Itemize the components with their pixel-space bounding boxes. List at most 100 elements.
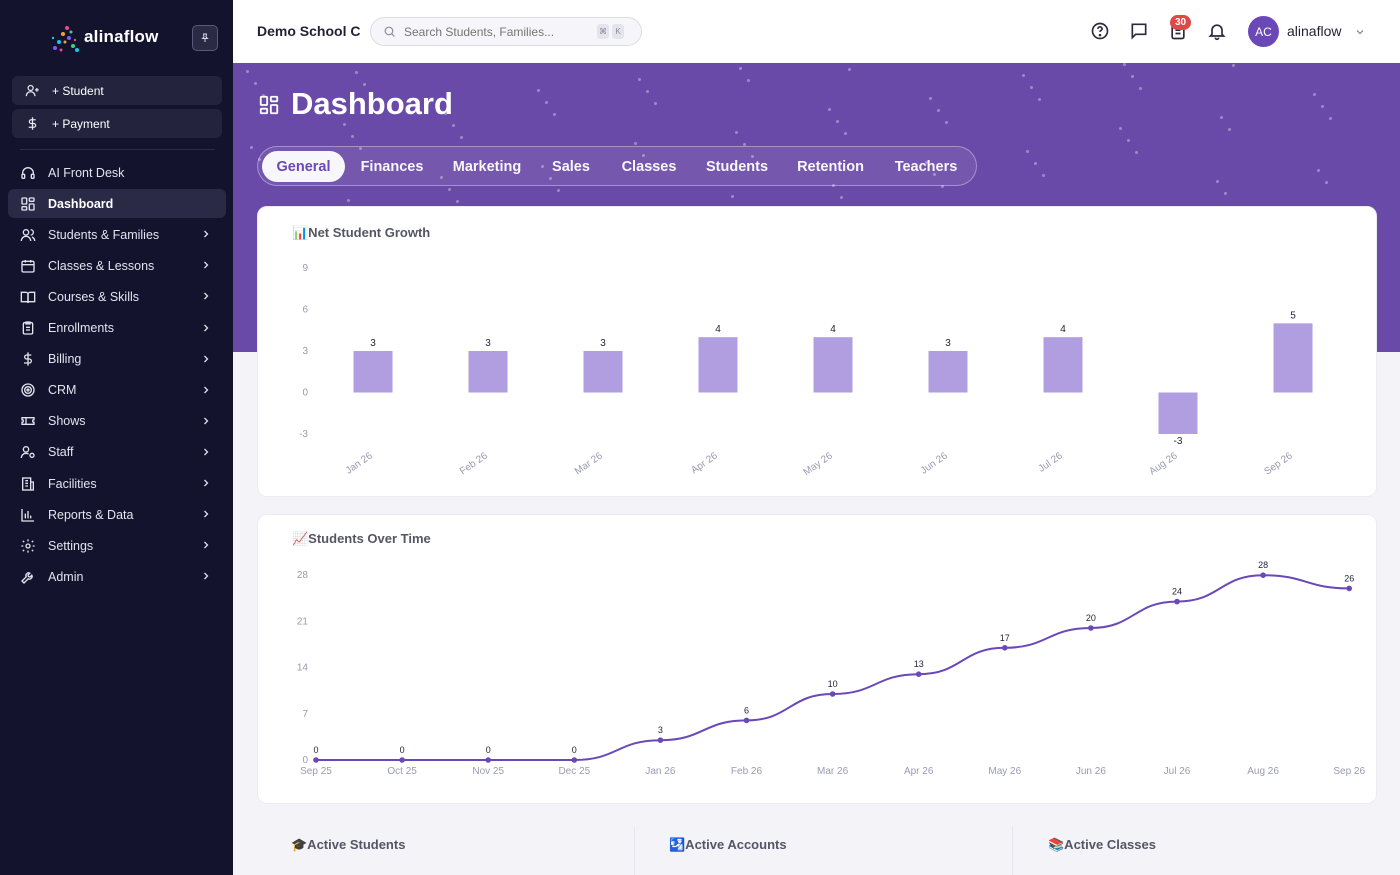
- chevron-right-icon: [200, 228, 212, 243]
- page-title: Dashboard: [291, 86, 453, 121]
- y-tick-label: 28: [297, 570, 309, 581]
- sidebar-item-enrollments[interactable]: Enrollments: [8, 314, 226, 343]
- sidebar-item-reports-data[interactable]: Reports & Data: [8, 500, 226, 529]
- sparkle-dot: [537, 89, 540, 92]
- sidebar-item-label: CRM: [48, 383, 77, 398]
- sparkle-dot: [1313, 93, 1316, 96]
- messages-button[interactable]: [1128, 20, 1150, 42]
- tab-marketing[interactable]: Marketing: [452, 158, 522, 175]
- school-name[interactable]: Demo School C: [257, 23, 361, 39]
- sidebar-item-staff[interactable]: Staff: [8, 438, 226, 467]
- help-button[interactable]: [1089, 20, 1111, 42]
- search-input[interactable]: [404, 24, 594, 39]
- logo-text: alinaflow: [84, 27, 159, 46]
- bar-chart-icon: [8, 507, 48, 523]
- sidebar-item-courses-skills[interactable]: Courses & Skills: [8, 282, 226, 311]
- data-point: [313, 757, 319, 763]
- sparkle-dot: [642, 154, 645, 157]
- sparkle-dot: [359, 147, 362, 150]
- sidebar-item-students-families[interactable]: Students & Families: [8, 220, 226, 249]
- chevron-right-icon: [200, 322, 212, 337]
- data-point: [1260, 572, 1266, 578]
- active-classes-label: 📚Active Classes: [1048, 837, 1156, 852]
- sidebar-item-label: Staff: [48, 445, 74, 460]
- chevron-right-icon: [200, 353, 212, 368]
- x-tick-label: Aug 26: [1147, 450, 1180, 477]
- point-value-label: 0: [313, 745, 318, 755]
- tab-teachers[interactable]: Teachers: [894, 158, 958, 175]
- chevron-right-icon: [200, 415, 212, 430]
- tab-finances[interactable]: Finances: [360, 158, 424, 175]
- sparkle-dot: [1119, 127, 1122, 130]
- sidebar-item-classes-lessons[interactable]: Classes & Lessons: [8, 251, 226, 280]
- sidebar-item-label: Reports & Data: [48, 507, 134, 522]
- add-payment-button[interactable]: + Payment: [12, 109, 222, 138]
- net-student-growth-chart: 9 6 3 0 -3 3 Jan 26 3 Feb 26 3 Mar 26 4 Apr 26 4 May 2…: [299, 263, 1313, 478]
- sparkle-dot: [1123, 63, 1126, 66]
- sparkle-dot: [549, 177, 552, 180]
- sparkle-dot: [1224, 192, 1227, 195]
- kpi-divider: [634, 827, 635, 875]
- tab-sales[interactable]: Sales: [552, 158, 590, 175]
- sparkle-dot: [262, 94, 265, 97]
- x-tick-label: Jun 26: [1076, 766, 1106, 777]
- point-value-label: 0: [572, 745, 577, 755]
- building-icon: [8, 476, 48, 492]
- sparkle-dot: [351, 135, 354, 138]
- sidebar-item-ai-front-desk[interactable]: AI Front Desk: [8, 158, 226, 187]
- sparkle-dot: [250, 146, 253, 149]
- headset-icon: [8, 165, 48, 181]
- sparkle-dot: [1329, 117, 1332, 120]
- bar: [1273, 323, 1313, 393]
- tab-students[interactable]: Students: [705, 158, 769, 175]
- sidebar-item-admin[interactable]: Admin: [8, 562, 226, 591]
- sparkle-dot: [1232, 64, 1235, 67]
- chevron-right-icon: [200, 259, 212, 274]
- users-icon: [8, 227, 48, 243]
- sparkle-dot: [1216, 180, 1219, 183]
- add-payment-label: + Payment: [52, 116, 110, 131]
- sparkle-dot: [840, 196, 843, 199]
- tab-classes[interactable]: Classes: [621, 158, 677, 175]
- sidebar-item-crm[interactable]: CRM: [8, 376, 226, 405]
- chevron-down-icon[interactable]: [1354, 25, 1366, 43]
- wrench-icon: [8, 569, 48, 585]
- username[interactable]: alinaflow: [1287, 23, 1342, 39]
- pin-sidebar-button[interactable]: [192, 25, 218, 51]
- sidebar: alinaflow + Student + Payment AI Front D…: [0, 0, 233, 875]
- user-cog-icon: [8, 444, 48, 460]
- clipboard-icon: [8, 320, 48, 336]
- top-bar: Demo School C ⌘ K: [233, 0, 1400, 63]
- sidebar-item-billing[interactable]: Billing: [8, 345, 226, 374]
- tab-retention[interactable]: Retention: [797, 158, 864, 175]
- sparkle-dot: [1127, 139, 1130, 142]
- y-tick-label: 0: [302, 388, 308, 399]
- y-tick-label: 3: [302, 346, 308, 357]
- data-point: [829, 691, 836, 697]
- x-tick-label: Feb 26: [458, 450, 490, 477]
- notifications-button[interactable]: [1206, 20, 1228, 42]
- dollar-icon: [12, 116, 52, 131]
- sidebar-item-facilities[interactable]: Facilities: [8, 469, 226, 498]
- sparkle-dot: [1139, 87, 1142, 90]
- sidebar-item-shows[interactable]: Shows: [8, 407, 226, 436]
- logo[interactable]: alinaflow: [0, 0, 233, 75]
- x-tick-label: Nov 25: [472, 766, 504, 777]
- sparkle-dot: [941, 185, 944, 188]
- chevron-right-icon: [200, 290, 212, 305]
- sidebar-item-dashboard[interactable]: Dashboard: [8, 189, 226, 219]
- avatar[interactable]: AC: [1248, 16, 1279, 47]
- sparkle-dot: [1228, 128, 1231, 131]
- x-tick-label: May 26: [802, 450, 836, 478]
- add-student-button[interactable]: + Student: [12, 76, 222, 105]
- sidebar-item-label: Settings: [48, 538, 94, 553]
- x-tick-label: Apr 26: [689, 450, 720, 476]
- sparkle-dot: [460, 136, 463, 139]
- sparkle-dot: [751, 155, 754, 158]
- sparkle-dot: [929, 97, 932, 100]
- tab-general[interactable]: General: [262, 151, 345, 182]
- sidebar-item-settings[interactable]: Settings: [8, 531, 226, 560]
- chat-icon: [1131, 23, 1147, 40]
- sparkle-dot: [1034, 162, 1037, 165]
- search-box[interactable]: ⌘ K: [370, 17, 642, 46]
